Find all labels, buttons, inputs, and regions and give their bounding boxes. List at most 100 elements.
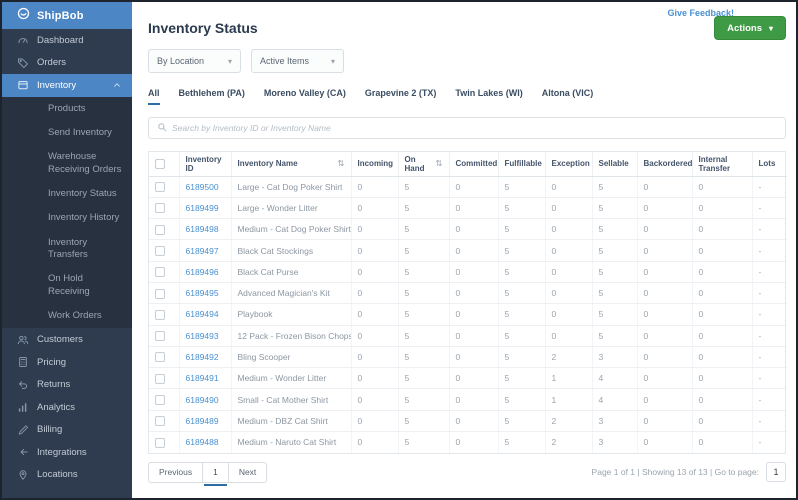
brand-header[interactable]: ShipBob bbox=[2, 2, 132, 29]
dropdown-by-location[interactable]: By Location ▾ bbox=[148, 49, 241, 73]
sidebar-item-dashboard[interactable]: Dashboard bbox=[2, 29, 132, 52]
cell-exception: 0 bbox=[545, 176, 593, 198]
column-header-on-hand[interactable]: On Hand ⇅ bbox=[398, 152, 450, 177]
cell-incoming: 0 bbox=[351, 388, 399, 411]
sidebar-item-pricing[interactable]: Pricing bbox=[2, 351, 132, 374]
row-checkbox[interactable] bbox=[155, 224, 165, 235]
row-checkbox[interactable] bbox=[155, 245, 165, 256]
page-1-button[interactable]: 1 bbox=[202, 461, 229, 486]
inventory-id-link[interactable]: 6189489 bbox=[185, 415, 219, 426]
sort-icon[interactable]: ⇅ bbox=[337, 158, 345, 169]
search-input[interactable] bbox=[172, 123, 777, 133]
tab-twin-lakes-wi[interactable]: Twin Lakes (WI) bbox=[455, 88, 523, 98]
sidebar-item-inventory-history[interactable]: Inventory History bbox=[2, 206, 132, 231]
sort-icon[interactable]: ⇅ bbox=[435, 158, 443, 169]
cell-exception: 0 bbox=[545, 325, 593, 347]
inventory-id-cell: 6189499 bbox=[179, 197, 232, 220]
sidebar-item-inventory[interactable]: Inventory bbox=[2, 74, 132, 97]
main-content: Give Feedback! Inventory Status Actions … bbox=[132, 2, 796, 498]
tab-moreno-valley-ca[interactable]: Moreno Valley (CA) bbox=[263, 88, 346, 98]
column-header-incoming[interactable]: Incoming bbox=[351, 152, 399, 177]
inventory-id-link[interactable]: 6189493 bbox=[185, 330, 219, 341]
column-header-exception[interactable]: Exception bbox=[545, 152, 593, 177]
tab-bethlehem-pa[interactable]: Bethlehem (PA) bbox=[178, 88, 245, 98]
cell-lots: - bbox=[752, 388, 787, 411]
next-button[interactable]: Next bbox=[227, 461, 268, 483]
sidebar-item-products[interactable]: Products bbox=[2, 96, 132, 121]
sidebar: ShipBob Dashboard Orders Inventory Products… bbox=[2, 2, 132, 498]
column-header-inventory-name[interactable]: Inventory Name ⇅ bbox=[231, 152, 352, 177]
sidebar-item-on-hold-receiving[interactable]: On Hold Receiving bbox=[2, 267, 132, 304]
inventory-id-link[interactable]: 6189500 bbox=[185, 181, 219, 192]
cell-lots: - bbox=[752, 176, 787, 198]
column-header-inventory-id[interactable]: Inventory ID bbox=[179, 152, 232, 177]
row-checkbox[interactable] bbox=[155, 203, 165, 214]
select-all-checkbox[interactable] bbox=[155, 158, 165, 169]
cell-backordered: 0 bbox=[637, 239, 693, 262]
inventory-id-link[interactable]: 6189496 bbox=[185, 266, 219, 277]
sidebar-item-inventory-status[interactable]: Inventory Status bbox=[2, 181, 132, 207]
column-header-fulfillable[interactable]: Fulfillable bbox=[498, 152, 546, 177]
table-row: 6189497 Black Cat Stockings 0 5 0 5 0 5 0 0- bbox=[149, 239, 787, 262]
cell-on-hand: 5 bbox=[398, 282, 450, 305]
inventory-id-link[interactable]: 6189497 bbox=[185, 245, 219, 256]
column-label: Sellable bbox=[598, 159, 629, 169]
column-header-sellable[interactable]: Sellable bbox=[592, 152, 638, 177]
sidebar-item-integrations[interactable]: Integrations bbox=[2, 441, 132, 464]
tab-altona-vic[interactable]: Altona (VIC) bbox=[541, 88, 594, 98]
column-label: On Hand bbox=[404, 154, 425, 173]
sidebar-item-returns[interactable]: Returns bbox=[2, 373, 132, 396]
inventory-id-link[interactable]: 6189499 bbox=[185, 202, 219, 213]
sidebar-item-send-inventory[interactable]: Send Inventory bbox=[2, 120, 132, 146]
inventory-id-link[interactable]: 6189495 bbox=[185, 288, 219, 299]
column-header-committed[interactable]: Committed bbox=[449, 152, 499, 177]
inventory-id-link[interactable]: 6189491 bbox=[185, 373, 219, 384]
actions-button[interactable]: Actions ▾ bbox=[714, 16, 786, 40]
sidebar-item-customers[interactable]: Customers bbox=[2, 328, 132, 351]
inventory-id-link[interactable]: 6189494 bbox=[185, 309, 219, 320]
inventory-id-link[interactable]: 6189488 bbox=[185, 437, 219, 448]
goto-page-input[interactable] bbox=[766, 462, 786, 483]
row-checkbox[interactable] bbox=[155, 394, 165, 405]
row-checkbox[interactable] bbox=[155, 331, 165, 342]
sidebar-item-billing[interactable]: Billing bbox=[2, 418, 132, 441]
cell-sellable: 5 bbox=[592, 239, 638, 262]
row-checkbox[interactable] bbox=[155, 288, 165, 299]
sidebar-item-orders[interactable]: Orders bbox=[2, 52, 132, 75]
cell-internal-transfer: 0 bbox=[692, 197, 753, 220]
inventory-id-link[interactable]: 6189498 bbox=[185, 224, 219, 235]
row-checkbox[interactable] bbox=[155, 182, 165, 193]
row-checkbox[interactable] bbox=[155, 309, 165, 320]
cell-committed: 0 bbox=[449, 388, 499, 411]
tab-all[interactable]: All bbox=[148, 88, 160, 105]
column-header-backordered[interactable]: Backordered bbox=[637, 152, 693, 177]
sidebar-item-analytics[interactable]: Analytics bbox=[2, 396, 132, 419]
cell-sellable: 5 bbox=[592, 197, 638, 220]
row-checkbox[interactable] bbox=[155, 437, 165, 448]
cell-lots: - bbox=[752, 261, 787, 283]
dropdown-active-items[interactable]: Active Items ▾ bbox=[251, 49, 344, 73]
cell-fulfillable: 5 bbox=[498, 410, 546, 433]
inventory-id-link[interactable]: 6189490 bbox=[185, 394, 219, 405]
row-checkbox[interactable] bbox=[155, 373, 165, 384]
inventory-id-link[interactable]: 6189492 bbox=[185, 352, 219, 363]
sidebar-item-warehouse-receiving-orders[interactable]: Warehouse Receiving Orders bbox=[2, 145, 132, 182]
cell-fulfillable: 5 bbox=[498, 431, 546, 453]
tab-grapevine-2-tx[interactable]: Grapevine 2 (TX) bbox=[364, 88, 437, 98]
pager: Previous 1 Next bbox=[148, 461, 268, 486]
cell-exception: 0 bbox=[545, 303, 593, 326]
sidebar-item-inventory-transfers[interactable]: Inventory Transfers bbox=[2, 230, 132, 268]
sidebar-item-locations[interactable]: Locations bbox=[2, 463, 132, 486]
row-checkbox[interactable] bbox=[155, 352, 165, 363]
column-header-internal-transfer[interactable]: Internal Transfer bbox=[692, 152, 753, 177]
cell-backordered: 0 bbox=[637, 218, 693, 241]
previous-button[interactable]: Previous bbox=[148, 461, 204, 483]
row-checkbox[interactable] bbox=[155, 267, 165, 278]
row-checkbox[interactable] bbox=[155, 416, 165, 427]
give-feedback-link[interactable]: Give Feedback! bbox=[667, 8, 734, 18]
sidebar-item-work-orders[interactable]: Work Orders bbox=[2, 303, 132, 329]
cell-fulfillable: 5 bbox=[498, 367, 546, 390]
sidebar-item-label: Customers bbox=[37, 334, 83, 346]
column-header-lots[interactable]: Lots bbox=[752, 152, 787, 177]
cell-backordered: 0 bbox=[637, 303, 693, 326]
